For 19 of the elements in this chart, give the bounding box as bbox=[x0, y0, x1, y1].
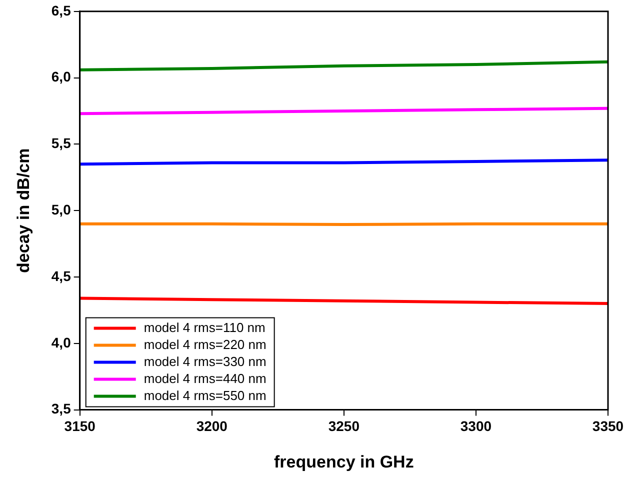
y-tick-label: 4,0 bbox=[51, 334, 72, 350]
y-tick-label: 5,5 bbox=[51, 135, 72, 152]
y-tick-label: 3,5 bbox=[51, 400, 72, 417]
x-tick-label: 3300 bbox=[460, 418, 492, 434]
legend-label: model 4 rms=220 nm bbox=[144, 336, 266, 352]
x-axis-title: frequency in GHz bbox=[274, 452, 414, 472]
legend-label: model 4 rms=550 nm bbox=[144, 388, 266, 403]
y-tick-label: 5,0 bbox=[51, 201, 72, 218]
y-tick-label: 4,5 bbox=[51, 268, 72, 284]
x-tick-label: 3350 bbox=[592, 418, 624, 434]
y-tick-label: 6,5 bbox=[51, 2, 72, 18]
x-tick-label: 3200 bbox=[196, 418, 228, 434]
legend-label: model 4 rms=110 nm bbox=[144, 320, 266, 335]
x-tick-label: 3150 bbox=[64, 418, 96, 434]
x-tick-label: 3250 bbox=[328, 418, 360, 434]
y-axis-title: decay in dB/cm bbox=[14, 148, 33, 273]
legend-label: model 4 rms=330 nm bbox=[144, 354, 266, 369]
y-tick-label: 6,0 bbox=[51, 68, 72, 85]
legend-label: model 4 rms=440 nm bbox=[144, 370, 266, 386]
